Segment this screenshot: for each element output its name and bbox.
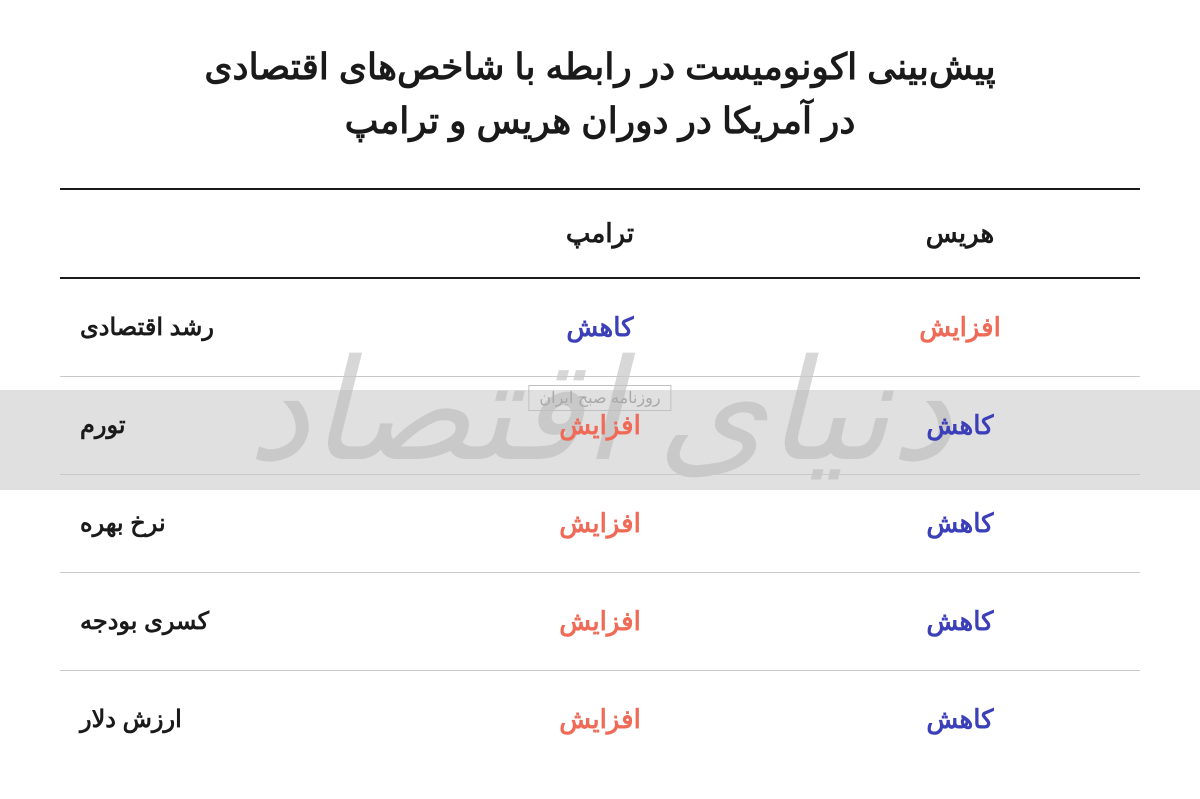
table-row: کاهشافزایشکسری بودجه [60,573,1140,671]
cell-label: ارزش دلار [60,671,420,769]
comparison-table: هریس ترامپ افزایشکاهشرشد اقتصادیکاهشافزا… [60,188,1140,768]
header-harris: هریس [780,189,1140,278]
table-row: افزایشکاهشرشد اقتصادی [60,278,1140,377]
cell-harris: افزایش [780,278,1140,377]
cell-label: کسری بودجه [60,573,420,671]
page-title: پیش‌بینی اکونومیست در رابطه با شاخص‌های … [60,40,1140,148]
table-header-row: هریس ترامپ [60,189,1140,278]
cell-harris: کاهش [780,671,1140,769]
cell-trump: افزایش [420,475,780,573]
header-label [60,189,420,278]
document-container: پیش‌بینی اکونومیست در رابطه با شاخص‌های … [0,0,1200,768]
table-row: کاهشافزایشنرخ بهره [60,475,1140,573]
table-row: کاهشافزایشتورم [60,377,1140,475]
cell-trump: افزایش [420,671,780,769]
table-row: کاهشافزایشارزش دلار [60,671,1140,769]
cell-trump: افزایش [420,573,780,671]
cell-harris: کاهش [780,573,1140,671]
cell-label: تورم [60,377,420,475]
title-line-1: پیش‌بینی اکونومیست در رابطه با شاخص‌های … [204,46,995,87]
cell-label: رشد اقتصادی [60,278,420,377]
title-line-2: در آمریکا در دوران هریس و ترامپ [345,100,856,141]
cell-label: نرخ بهره [60,475,420,573]
cell-trump: کاهش [420,278,780,377]
header-trump: ترامپ [420,189,780,278]
table-body: افزایشکاهشرشد اقتصادیکاهشافزایشتورمکاهشا… [60,278,1140,768]
cell-trump: افزایش [420,377,780,475]
cell-harris: کاهش [780,475,1140,573]
cell-harris: کاهش [780,377,1140,475]
